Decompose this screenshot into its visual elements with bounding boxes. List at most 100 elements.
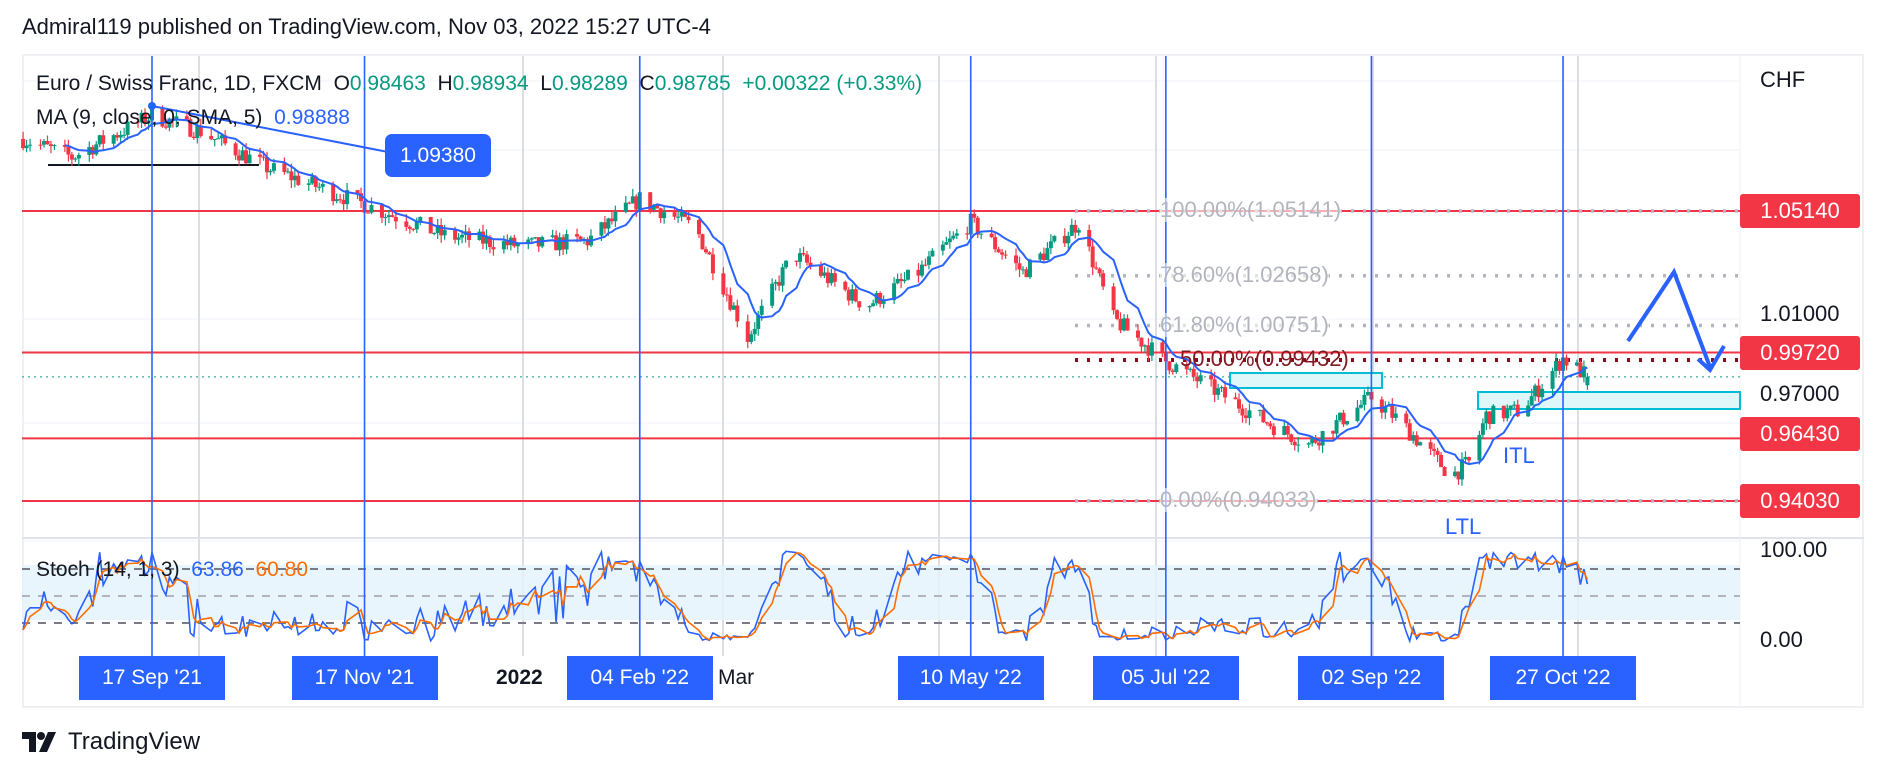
candle-body — [825, 272, 830, 284]
candle-body — [1223, 387, 1228, 398]
candle-body — [76, 154, 81, 159]
candle-body — [1233, 397, 1238, 400]
candle-body — [1317, 442, 1322, 446]
candle-body — [895, 278, 900, 284]
candle-body — [345, 190, 350, 205]
candle-body — [1014, 255, 1019, 264]
high-value: 0.98934 — [452, 72, 529, 95]
candle-body — [289, 171, 294, 181]
candle-body — [1477, 434, 1482, 461]
symbol-name[interactable]: Euro / Swiss Franc, 1D, FXCM — [36, 72, 322, 95]
candle-body — [1285, 426, 1290, 435]
candle-body — [550, 235, 555, 238]
ma-label: MA (9, close, 0, SMA, 5) — [36, 106, 263, 129]
candle-body — [1237, 399, 1242, 409]
candle-body — [1101, 273, 1106, 287]
close-value: 0.98785 — [654, 72, 731, 95]
candle-body — [1533, 385, 1538, 397]
fib-label: 78.60%(1.02658) — [1160, 261, 1329, 287]
candle-body — [188, 119, 193, 137]
candle-body — [846, 289, 851, 301]
price-callout[interactable]: 1.09380 — [385, 134, 491, 177]
candle-body — [1296, 444, 1301, 446]
candle-body — [331, 183, 336, 202]
candle-body — [268, 170, 273, 173]
candle-body — [749, 334, 754, 342]
stoch-tick: 100.00 — [1760, 537, 1828, 562]
candle-body — [822, 272, 827, 276]
candle-body — [724, 294, 729, 296]
candle-body — [1466, 457, 1471, 461]
candle-body — [97, 135, 102, 145]
candle-body — [285, 171, 290, 173]
candle-body — [1508, 405, 1513, 410]
candle-body — [1216, 388, 1221, 395]
candle-body — [1170, 370, 1175, 372]
itl-label: ITL — [1503, 443, 1535, 468]
candle-body — [233, 143, 238, 156]
candle-body — [317, 186, 322, 188]
ma-legend[interactable]: MA (9, close, 0, SMA, 5) 0.98888 — [36, 106, 350, 130]
candle-body — [1355, 407, 1360, 422]
candle-body — [752, 328, 757, 335]
candle-body — [658, 208, 663, 219]
candle-body — [1491, 405, 1496, 424]
candle-body — [223, 135, 228, 144]
candle-body — [954, 233, 959, 236]
candle-body — [1122, 318, 1127, 331]
candle-body — [602, 222, 607, 229]
candle-body — [1442, 466, 1447, 476]
candle-body — [1407, 423, 1412, 441]
candle-body — [773, 282, 778, 284]
candle-body — [1212, 379, 1217, 395]
candle-body — [118, 134, 123, 138]
candle-body — [1390, 405, 1395, 418]
price-label-0-94030: 0.94030 — [1740, 484, 1860, 518]
candle-body — [41, 141, 46, 145]
candle-body — [923, 264, 928, 266]
candle-body — [393, 216, 398, 222]
candle-body — [1453, 471, 1458, 476]
candle-body — [627, 202, 632, 204]
candle-body — [111, 135, 116, 144]
candle-body — [28, 144, 33, 146]
candle-body — [696, 219, 701, 235]
candle-body — [975, 217, 980, 235]
stoch-legend[interactable]: Stoch (14, 1, 3) 63.86 60.80 — [36, 558, 308, 582]
candle-body — [1313, 438, 1318, 443]
candle-body — [369, 205, 374, 213]
stoch-d-value: 60.80 — [255, 558, 309, 581]
candle-body — [554, 235, 559, 251]
candle-body — [843, 281, 848, 290]
ltl-label: LTL — [1445, 514, 1482, 539]
candle-body — [735, 305, 740, 322]
candle-body — [66, 146, 71, 155]
candle-body — [1404, 413, 1409, 424]
candle-body — [777, 282, 782, 286]
stoch-band — [22, 565, 1740, 620]
candle-body — [501, 241, 506, 250]
candle-body — [491, 247, 496, 250]
price-tick: 1.01000 — [1760, 301, 1840, 326]
candle-body — [686, 216, 691, 220]
candle-body — [1540, 388, 1545, 398]
tradingview-logo[interactable]: TradingView — [22, 728, 200, 756]
candle-body — [1240, 408, 1245, 416]
candle-body — [1097, 268, 1102, 274]
candle-body — [672, 212, 677, 217]
candle-body — [1247, 410, 1252, 419]
candle-body — [794, 260, 799, 262]
candle-body — [989, 233, 994, 238]
date-label: 17 Sep '21 — [79, 656, 225, 700]
candle-body — [1414, 435, 1419, 446]
candle-body — [1149, 342, 1154, 356]
ma-line — [64, 118, 1588, 466]
candle-body — [1261, 409, 1266, 423]
candle-body — [1306, 443, 1311, 445]
candle-body — [212, 139, 217, 141]
candle-body — [1118, 318, 1123, 331]
date-label: 17 Nov '21 — [291, 656, 438, 700]
candle-body — [38, 144, 43, 146]
candle-body — [1069, 224, 1074, 236]
